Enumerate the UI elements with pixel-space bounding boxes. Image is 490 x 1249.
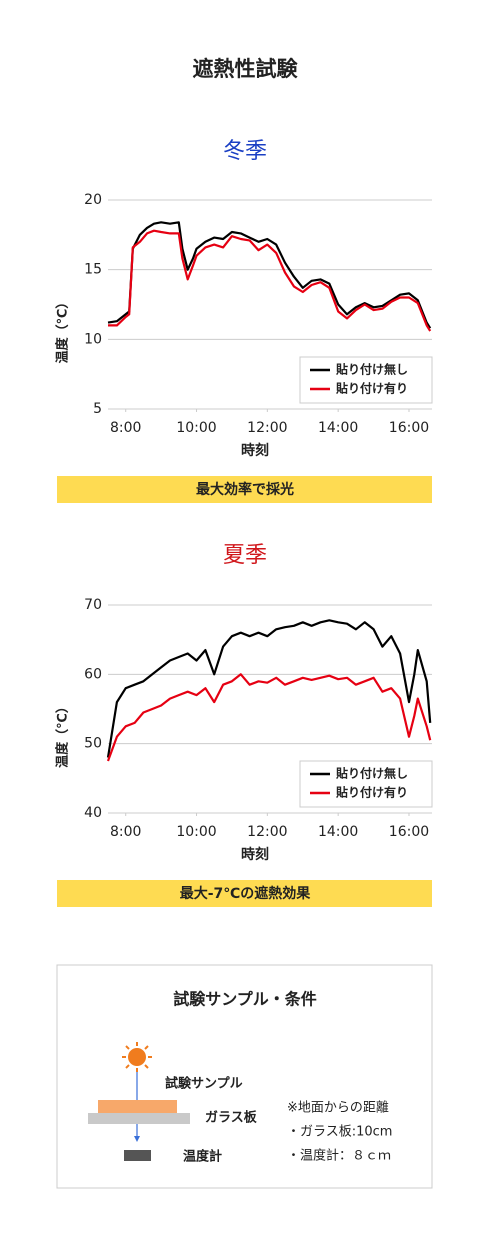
x-tick-label: 12:00 [247,824,287,840]
sample-label: 試験サンプル [165,1076,243,1092]
line-series [107,221,432,329]
y-tick-label: 20 [84,192,102,208]
sample-note: ・温度計：８ｃｍ [287,1148,391,1164]
banner-text: 最大効率で採光 [196,481,294,498]
thermo-label: 温度計 [183,1149,222,1165]
legend-box [299,356,433,404]
banner [57,476,432,503]
x-tick-label: 12:00 [247,420,287,436]
x-tick-label: 14:00 [318,824,358,840]
y-tick-label: 50 [84,736,102,752]
banner [57,880,432,907]
chart-title: 冬季 [223,139,267,164]
sun-icon [122,1042,152,1072]
x-tick-label: 8:00 [110,824,141,840]
legend-label: 貼り付け無し [336,766,408,781]
glass-label: ガラス板 [205,1110,258,1126]
legend-label: 貼り付け無し [336,362,408,377]
line-series [106,673,432,762]
y-tick-label: 15 [84,262,102,278]
legend-label: 貼り付け有り [336,381,408,396]
y-tick-label: 10 [84,331,102,347]
x-axis-label: 時刻 [241,846,269,863]
chart-title: 夏季 [223,543,267,568]
legend-label: 貼り付け有り [336,785,408,800]
glass-plate [88,1113,190,1124]
thermometer [124,1150,151,1161]
y-axis-label: 温度（℃） [55,700,71,768]
x-tick-label: 10:00 [176,420,216,436]
y-tick-label: 5 [93,401,102,417]
sample-note: ・ガラス板:10cm [287,1125,392,1140]
banner-text: 最大-7℃の遮熱効果 [180,885,312,902]
y-tick-label: 40 [84,805,102,821]
x-tick-label: 14:00 [318,420,358,436]
legend-box [299,760,433,808]
page-title: 遮熱性試験 [193,57,299,81]
y-tick-label: 70 [84,597,102,613]
x-tick-label: 10:00 [176,824,216,840]
x-tick-label: 16:00 [389,420,429,436]
arrow-head [134,1136,140,1142]
sample-film [98,1100,177,1113]
x-axis-label: 時刻 [241,442,269,459]
sample-box [56,964,433,1189]
x-tick-label: 8:00 [110,420,141,436]
y-axis-label: 温度（℃） [55,296,71,364]
line-series [106,619,432,758]
sample-title: 試験サンプル・条件 [173,990,317,1009]
x-tick-label: 16:00 [389,824,429,840]
sample-note: ※地面からの距離 [287,1101,389,1116]
y-tick-label: 60 [84,666,102,682]
line-series [108,229,432,332]
